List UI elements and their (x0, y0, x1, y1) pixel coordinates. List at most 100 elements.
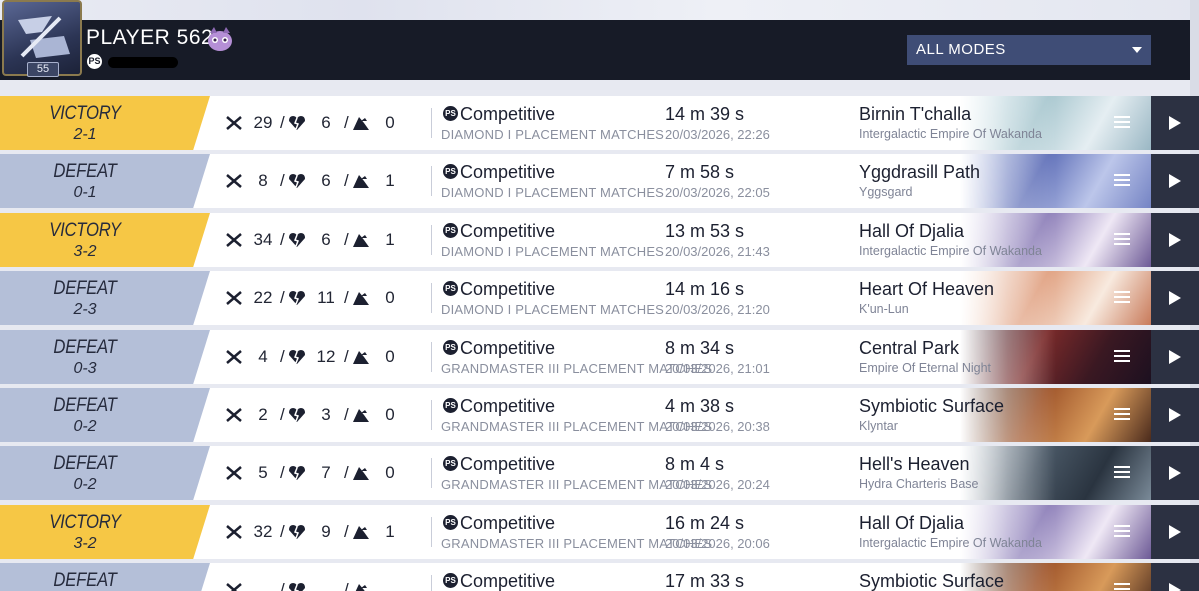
assists-count: 1 (385, 230, 395, 249)
map-thumbnail (960, 330, 1151, 384)
match-result-badge: DEFEAT 2-3 (0, 271, 210, 325)
map-name: Symbiotic Surface (859, 396, 1005, 416)
map-name: Hall Of Djalia (859, 513, 965, 533)
match-mode: Competitive (460, 162, 556, 182)
stat-separator: / (280, 463, 285, 482)
deaths-count: 3 (321, 405, 331, 424)
kills-count: 29 (253, 113, 273, 132)
match-date: 20/03/2026, 21:43 (665, 244, 770, 259)
map-thumbnail (960, 213, 1151, 267)
playstation-icon: PS (443, 515, 458, 530)
list-icon[interactable] (1114, 174, 1130, 188)
deaths-count: 9 (321, 522, 331, 541)
replay-button[interactable] (1151, 96, 1199, 150)
broken-heart-icon (288, 349, 306, 365)
chevron-down-icon (1132, 47, 1142, 53)
playstation-icon: PS (443, 106, 458, 121)
match-sub-mode: DIAMOND I PLACEMENT MATCHES (441, 302, 665, 317)
playstation-icon: PS (87, 54, 102, 69)
playstation-icon: PS (443, 164, 458, 179)
list-icon[interactable] (1114, 583, 1130, 591)
match-row[interactable]: DEFEAT / / PS Competitive 17 m 33 s Symb… (0, 563, 1199, 591)
map-region: Yggsgard (859, 185, 913, 199)
match-result-badge: DEFEAT 0-2 (0, 446, 210, 500)
replay-button[interactable] (1151, 330, 1199, 384)
list-icon[interactable] (1114, 466, 1130, 480)
map-thumbnail (960, 388, 1151, 442)
replay-button[interactable] (1151, 213, 1199, 267)
playstation-icon: PS (443, 223, 458, 238)
stat-separator: / (344, 171, 349, 190)
broken-heart-icon (288, 465, 306, 481)
assists-count: 0 (385, 405, 395, 424)
replay-button[interactable] (1151, 154, 1199, 208)
assist-icon (352, 173, 370, 189)
match-result-label: DEFEAT (53, 453, 117, 474)
list-icon[interactable] (1114, 350, 1130, 364)
list-icon[interactable] (1114, 408, 1130, 422)
list-icon[interactable] (1114, 525, 1130, 539)
stat-separator: / (280, 288, 285, 307)
match-sub-mode: GRANDMASTER III PLACEMENT MATCHES (441, 419, 713, 434)
map-name: Yggdrasill Path (859, 162, 981, 182)
match-row[interactable]: DEFEAT 0-2 2 / 3 / 0 PS Competitive GRAN… (0, 388, 1199, 442)
match-result-badge: VICTORY 3-2 (0, 505, 210, 559)
match-result-badge: VICTORY 2-1 (0, 96, 210, 150)
replay-button[interactable] (1151, 271, 1199, 325)
match-date: 20/03/2026, 22:05 (665, 185, 770, 200)
column-divider (431, 342, 432, 372)
match-result-badge: DEFEAT 0-3 (0, 330, 210, 384)
broken-heart-icon (288, 173, 306, 189)
stat-separator: / (344, 463, 349, 482)
match-result-label: DEFEAT (53, 395, 117, 416)
match-result-badge: VICTORY 3-2 (0, 213, 210, 267)
replay-button[interactable] (1151, 505, 1199, 559)
column-divider (431, 283, 432, 313)
stat-separator: / (280, 113, 285, 132)
list-icon[interactable] (1114, 291, 1130, 305)
match-date: 20/03/2026, 20:06 (665, 536, 770, 551)
match-row[interactable]: VICTORY 3-2 32 / 9 / 1 PS Competitive GR… (0, 505, 1199, 559)
kills-count: 22 (253, 288, 273, 307)
column-divider (431, 108, 432, 138)
mode-filter-dropdown[interactable]: ALL MODES (907, 35, 1151, 65)
list-icon[interactable] (1114, 116, 1130, 130)
assist-icon (352, 407, 370, 423)
map-thumbnail (960, 154, 1151, 208)
match-date: 20/03/2026, 22:26 (665, 127, 770, 142)
match-row[interactable]: VICTORY 3-2 34 / 6 / 1 PS Competitive DI… (0, 213, 1199, 267)
deaths-count: 7 (321, 463, 331, 482)
match-row[interactable]: DEFEAT 0-1 8 / 6 / 1 PS Competitive DIAM… (0, 154, 1199, 208)
replay-button[interactable] (1151, 388, 1199, 442)
replay-button[interactable] (1151, 563, 1199, 591)
map-name: Birnin T'challa (859, 104, 972, 124)
match-duration: 14 m 39 s (665, 104, 745, 124)
broken-heart-icon (288, 582, 306, 591)
map-region: Intergalactic Empire Of Wakanda (859, 244, 1042, 258)
match-score: 3-2 (73, 243, 97, 260)
list-icon[interactable] (1114, 233, 1130, 247)
match-result-label: DEFEAT (53, 337, 117, 358)
kills-count: 32 (253, 522, 273, 541)
match-duration: 8 m 4 s (665, 454, 725, 474)
map-thumbnail (960, 505, 1151, 559)
crossed-swords-icon (225, 407, 243, 423)
match-score: 0-2 (73, 476, 97, 493)
stat-separator: / (280, 405, 285, 424)
match-mode: Competitive (460, 454, 556, 474)
match-row[interactable]: DEFEAT 0-2 5 / 7 / 0 PS Competitive GRAN… (0, 446, 1199, 500)
replay-button[interactable] (1151, 446, 1199, 500)
match-mode: Competitive (460, 571, 556, 591)
map-name: Central Park (859, 338, 960, 358)
column-divider (431, 400, 432, 430)
match-result-badge: DEFEAT (0, 563, 210, 591)
match-duration: 17 m 33 s (665, 571, 745, 591)
match-row[interactable]: DEFEAT 0-3 4 / 12 / 0 PS Competitive GRA… (0, 330, 1199, 384)
mode-filter-value: ALL MODES (916, 41, 1006, 58)
map-name: Symbiotic Surface (859, 571, 1005, 591)
assists-count: 0 (385, 463, 395, 482)
kills-count: 4 (258, 347, 268, 366)
match-row[interactable]: DEFEAT 2-3 22 / 11 / 0 PS Competitive DI… (0, 271, 1199, 325)
match-row[interactable]: VICTORY 2-1 29 / 6 / 0 PS Competitive DI… (0, 96, 1199, 150)
assists-count: 0 (385, 347, 395, 366)
